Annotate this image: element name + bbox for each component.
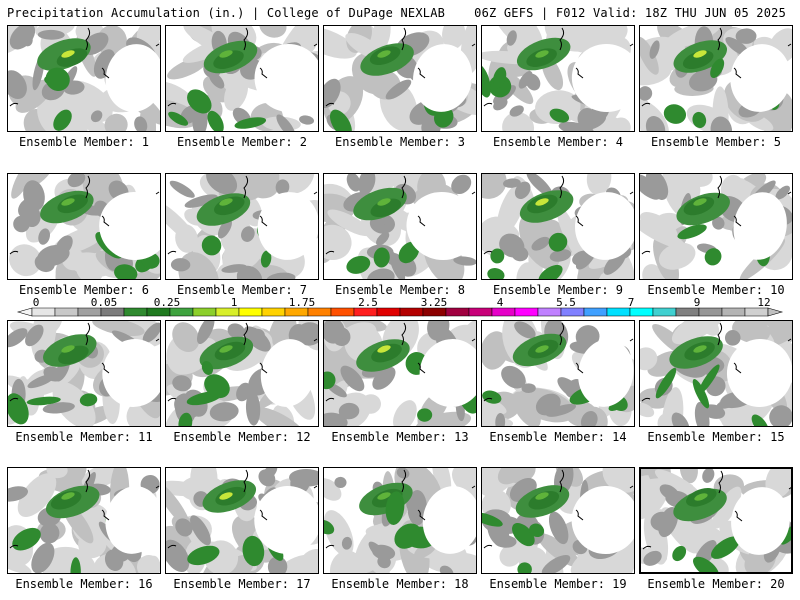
ensemble-member-map: [7, 173, 161, 280]
colorbar-swatch: [169, 307, 194, 317]
ensemble-member-map: [323, 467, 477, 574]
colorbar-swatch: [606, 307, 631, 317]
colorbar-tick-label: 5.5: [556, 296, 576, 309]
ensemble-member-map: [481, 25, 635, 132]
ensemble-member-label: Ensemble Member: 4: [492, 135, 624, 149]
colorbar-swatch: [445, 307, 470, 317]
colorbar-swatch: [583, 307, 608, 317]
colorbar-swatch: [77, 307, 102, 317]
ensemble-member-map: [165, 25, 319, 132]
colorbar-swatch: [698, 307, 723, 317]
ensemble-member-label: Ensemble Member: 6: [18, 283, 150, 297]
ensemble-member-map: [639, 173, 793, 280]
ensemble-member-map: [7, 320, 161, 427]
ensemble-member-map: [323, 320, 477, 427]
ensemble-member-map: [481, 173, 635, 280]
ensemble-member-map: [165, 467, 319, 574]
colorbar-swatch: [675, 307, 700, 317]
ensemble-member-map: [165, 173, 319, 280]
colorbar-swatch: [744, 307, 769, 317]
colorbar-swatch: [100, 307, 125, 317]
colorbar-tick-label: 0.25: [154, 296, 181, 309]
ensemble-member-label: Ensemble Member: 9: [492, 283, 624, 297]
ensemble-member-label: Ensemble Member: 2: [176, 135, 308, 149]
colorbar-swatch: [376, 307, 401, 317]
ensemble-member-label: Ensemble Member: 19: [489, 577, 627, 591]
ensemble-member-label: Ensemble Member: 14: [489, 430, 627, 444]
colorbar-swatch: [652, 307, 677, 317]
colorbar-swatch: [238, 307, 263, 317]
colorbar-swatch: [491, 307, 516, 317]
colorbar-tick-label: 2.5: [358, 296, 378, 309]
colorbar-swatch: [399, 307, 424, 317]
ensemble-member-map: [481, 467, 635, 574]
run-valid-time: 06Z GEFS | F012 Valid: 18Z THU JUN 05 20…: [474, 6, 786, 20]
ensemble-member-label: Ensemble Member: 20: [647, 577, 785, 591]
ensemble-member-label: Ensemble Member: 13: [331, 430, 469, 444]
colorbar-swatch: [560, 307, 585, 317]
ensemble-member-label: Ensemble Member: 11: [15, 430, 153, 444]
colorbar-swatch: [422, 307, 447, 317]
ensemble-member-map: [481, 320, 635, 427]
ensemble-member-label: Ensemble Member: 7: [176, 283, 308, 297]
ensemble-member-label: Ensemble Member: 10: [647, 283, 785, 297]
ensemble-member-label: Ensemble Member: 16: [15, 577, 153, 591]
ensemble-member-map: [7, 25, 161, 132]
colorbar-swatch: [353, 307, 378, 317]
colorbar-swatch: [537, 307, 562, 317]
precipitation-colorbar: 0 0.05 0.25 1 1.75 2.5 3.25 4 5.5 7 9 12: [16, 296, 784, 317]
colorbar-swatch: [629, 307, 654, 317]
ensemble-member-map: [639, 25, 793, 132]
colorbar-tick-label: 9: [694, 296, 701, 309]
ensemble-member-label: Ensemble Member: 12: [173, 430, 311, 444]
ensemble-member-label: Ensemble Member: 5: [650, 135, 782, 149]
colorbar-tick-label: 3.25: [421, 296, 448, 309]
ensemble-member-map: [7, 467, 161, 574]
colorbar-swatch: [215, 307, 240, 317]
colorbar-tick-label: 12: [757, 296, 770, 309]
colorbar-tick-label: 1: [231, 296, 238, 309]
ensemble-member-label: Ensemble Member: 3: [334, 135, 466, 149]
colorbar-tick-label: 1.75: [289, 296, 316, 309]
ensemble-member-map: [323, 173, 477, 280]
ensemble-member-label: Ensemble Member: 1: [18, 135, 150, 149]
colorbar-swatch: [31, 307, 56, 317]
colorbar-swatch: [284, 307, 309, 317]
ensemble-member-label: Ensemble Member: 17: [173, 577, 311, 591]
ensemble-member-label: Ensemble Member: 8: [334, 283, 466, 297]
colorbar-tick-label: 7: [628, 296, 635, 309]
ensemble-member-map: [165, 320, 319, 427]
colorbar-tick-label: 0.05: [91, 296, 118, 309]
ensemble-member-label: Ensemble Member: 15: [647, 430, 785, 444]
colorbar-swatch: [123, 307, 148, 317]
colorbar-swatch: [330, 307, 355, 317]
colorbar-swatch: [192, 307, 217, 317]
ensemble-member-map: [639, 320, 793, 427]
map-title: Precipitation Accumulation (in.) | Colle…: [7, 6, 446, 20]
ensemble-member-label: Ensemble Member: 18: [331, 577, 469, 591]
colorbar-swatch: [468, 307, 493, 317]
ensemble-member-map: [323, 25, 477, 132]
colorbar-swatch: [261, 307, 286, 317]
colorbar-swatch: [146, 307, 171, 317]
colorbar-swatch: [307, 307, 332, 317]
colorbar-swatch: [514, 307, 539, 317]
colorbar-swatch: [54, 307, 79, 317]
colorbar-tick-label: 4: [497, 296, 504, 309]
colorbar-tick-label: 0: [33, 296, 40, 309]
colorbar-swatch: [721, 307, 746, 317]
ensemble-member-map: [639, 467, 793, 574]
